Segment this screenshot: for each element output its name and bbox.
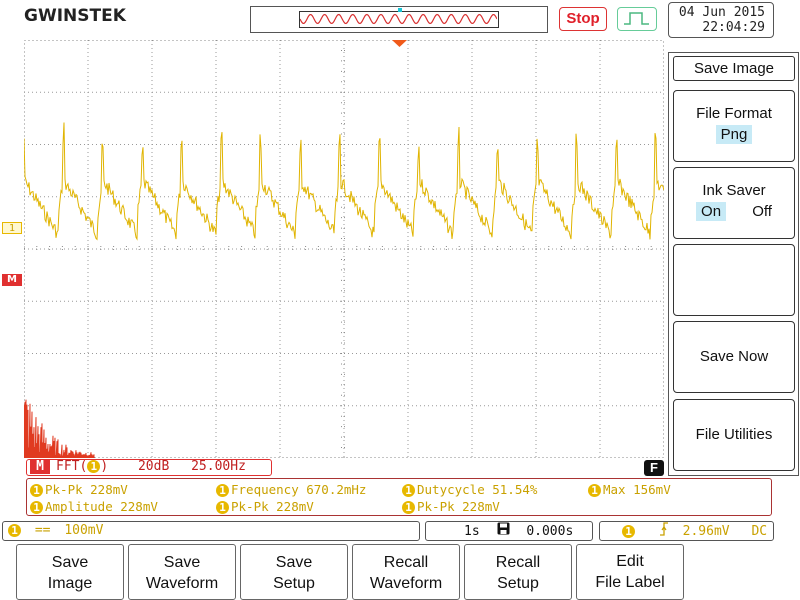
math-marker: M bbox=[2, 274, 22, 286]
channel-1-scale: 100mV bbox=[64, 523, 104, 538]
time-text: 22:04:29 bbox=[702, 20, 765, 35]
waveform-display bbox=[24, 40, 664, 458]
measurement-item: 1 Pk-Pk 228mV bbox=[216, 499, 314, 514]
filter-badge: F bbox=[644, 460, 664, 476]
save-now-button[interactable]: Save Now bbox=[673, 321, 795, 393]
channel-1-badge: 1 bbox=[622, 525, 635, 538]
horizontal-status[interactable]: 1s 0.000s bbox=[425, 521, 593, 541]
horizontal-position: 0.000s bbox=[526, 523, 574, 539]
view-position-marker bbox=[398, 8, 402, 12]
gwinstek-logo: GWINSTEK bbox=[24, 6, 126, 26]
save-now-label: Save Now bbox=[699, 348, 769, 365]
edit-file-label-button[interactable]: Edit File Label bbox=[576, 544, 684, 600]
channel-1-status[interactable]: 1 == 100mV bbox=[2, 521, 420, 541]
channel-1-badge: 1 bbox=[402, 484, 415, 497]
file-utilities-label: File Utilities bbox=[695, 426, 773, 443]
trigger-mode-icon bbox=[617, 7, 657, 31]
save-image-button[interactable]: Save Image bbox=[16, 544, 124, 600]
measurement-item: 1 Dutycycle 51.54% bbox=[402, 482, 537, 497]
fft-label-prefix: FFT( bbox=[56, 459, 88, 474]
math-badge: M bbox=[30, 460, 50, 474]
channel-1-badge: 1 bbox=[216, 484, 229, 497]
fft-spectrum-trace bbox=[24, 399, 95, 458]
channel-1-badge: 1 bbox=[30, 501, 43, 514]
trigger-coupling: DC bbox=[751, 524, 768, 539]
measurement-item: 1 Amplitude 228mV bbox=[30, 499, 158, 514]
run-stop-status[interactable]: Stop bbox=[559, 7, 607, 31]
trigger-status[interactable]: 1 2.96mV DC bbox=[599, 521, 774, 541]
ink-saver-button[interactable]: Ink Saver On Off bbox=[673, 167, 795, 239]
channel-1-badge: 1 bbox=[216, 501, 229, 514]
fft-scale: 20dB bbox=[137, 459, 170, 474]
channel-1-badge: 1 bbox=[588, 484, 601, 497]
channel-1-badge: 1 bbox=[87, 460, 101, 473]
channel-1-marker: 1 bbox=[2, 222, 22, 234]
memory-overview-bar bbox=[250, 6, 548, 33]
trigger-position-marker bbox=[392, 40, 407, 47]
fft-span: 25.00Hz bbox=[191, 459, 246, 474]
measurement-item: 1 Frequency 670.2mHz bbox=[216, 482, 366, 497]
date-text: 04 Jun 2015 bbox=[678, 5, 765, 20]
file-utilities-button[interactable]: File Utilities bbox=[673, 399, 795, 471]
coupling-icon: == bbox=[34, 523, 51, 538]
fft-info-bar: M FFT(1) 20dB 25.00Hz bbox=[26, 459, 272, 476]
channel-1-badge: 1 bbox=[8, 524, 21, 537]
measurement-item: 1 Max 156mV bbox=[588, 482, 671, 497]
side-menu: Save Image File Format Png Ink Saver On … bbox=[668, 52, 799, 476]
measurement-item: 1 Pk-Pk 228mV bbox=[30, 482, 128, 497]
ink-saver-on: On bbox=[696, 202, 727, 221]
fft-label-suffix: ) bbox=[100, 459, 109, 474]
save-waveform-button[interactable]: Save Waveform bbox=[128, 544, 236, 600]
file-format-label: File Format bbox=[696, 105, 772, 122]
measurements-panel: 1 Pk-Pk 228mV 1 Frequency 670.2mHz 1 Dutycy… bbox=[26, 478, 772, 516]
trigger-level: 2.96mV bbox=[682, 524, 730, 539]
date-time-display: 04 Jun 2015 22:04:29 bbox=[668, 2, 774, 38]
floppy-disk-icon bbox=[497, 522, 510, 540]
timebase-value: 1s bbox=[464, 523, 480, 539]
file-format-value: Png bbox=[715, 125, 753, 144]
empty-menu-slot[interactable] bbox=[673, 244, 795, 316]
file-format-button[interactable]: File Format Png bbox=[673, 90, 795, 162]
measurement-item: 1 Pk-Pk 228mV bbox=[402, 499, 500, 514]
channel-1-badge: 1 bbox=[30, 484, 43, 497]
channel-1-badge: 1 bbox=[402, 501, 415, 514]
recall-waveform-button[interactable]: Recall Waveform bbox=[352, 544, 460, 600]
side-menu-title: Save Image bbox=[673, 56, 795, 81]
recall-setup-button[interactable]: Recall Setup bbox=[464, 544, 572, 600]
ink-saver-label: Ink Saver bbox=[702, 182, 766, 199]
save-setup-button[interactable]: Save Setup bbox=[240, 544, 348, 600]
memory-overview-waveform bbox=[300, 13, 497, 25]
trigger-rising-edge-icon bbox=[659, 522, 669, 541]
channel-1-trace bbox=[24, 122, 664, 241]
ink-saver-off: Off bbox=[752, 203, 772, 220]
